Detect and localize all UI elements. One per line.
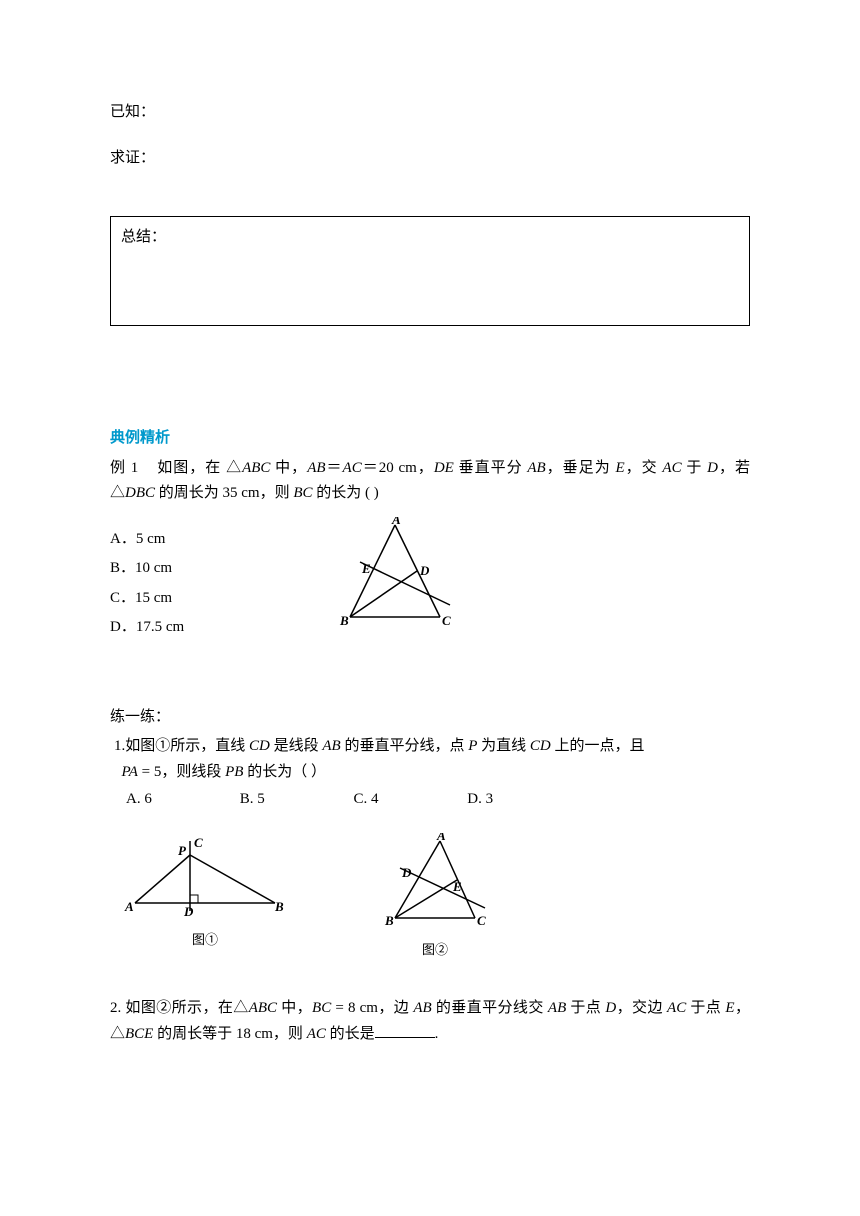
svg-text:B: B	[274, 899, 284, 914]
text-pb: PB	[225, 764, 243, 780]
text: = 8 cm，边	[331, 1000, 413, 1016]
example1-text: 例 1 如图，在 △ABC 中，AB＝AC＝20 cm，DE 垂直平分 AB，垂…	[110, 456, 750, 507]
q1-option-d: D. 3	[467, 787, 577, 813]
practice-diagram1: C P A D B 图①	[120, 833, 290, 962]
svg-text:E: E	[452, 879, 462, 894]
diagram2-label: 图②	[370, 939, 500, 961]
example1-diagram: A B C D E	[320, 517, 750, 632]
label-e: E	[361, 561, 371, 576]
q1-option-c: C. 4	[354, 787, 464, 813]
text: 如图②所示，在△	[121, 1000, 248, 1016]
option-b: B．10 cm	[110, 556, 320, 582]
text: ，交	[625, 460, 663, 476]
option-c: C．15 cm	[110, 586, 320, 612]
example1-row: A．5 cm B．10 cm C．15 cm D．17.5 cm A B C D…	[110, 517, 750, 645]
text: 如图，在 △	[157, 460, 242, 476]
text: 的周长为 35 cm，则	[155, 485, 293, 501]
text: ，垂足为	[546, 460, 616, 476]
label-c: C	[442, 613, 451, 628]
text: 是线段	[270, 738, 323, 754]
svg-text:C: C	[477, 913, 486, 928]
text: 的周长等于 18 cm，则	[153, 1026, 306, 1042]
text: ＝	[326, 460, 343, 476]
text-ab: AB	[322, 738, 340, 754]
text-d: D	[605, 1000, 616, 1016]
example1-prefix: 例 1	[110, 460, 138, 476]
practice-title: 练一练：	[110, 705, 750, 731]
text-ac2: AC	[662, 460, 681, 476]
summary-label: 总结：	[121, 229, 166, 245]
text-dbc: DBC	[125, 485, 155, 501]
text-ab: AB	[413, 1000, 431, 1016]
text-cd: CD	[249, 738, 270, 754]
summary-box: 总结：	[110, 216, 750, 326]
text-ac: AC	[343, 460, 362, 476]
svg-text:D: D	[183, 904, 194, 918]
text-d: D	[707, 460, 718, 476]
section-title: 典例精析	[110, 426, 750, 452]
text: 如图①所示，直线	[125, 738, 249, 754]
text-e: E	[725, 1000, 734, 1016]
blank-fill	[375, 1024, 435, 1038]
text-cd2: CD	[530, 738, 551, 754]
example1-options: A．5 cm B．10 cm C．15 cm D．17.5 cm	[110, 517, 320, 645]
text: 于点	[566, 1000, 605, 1016]
text-bc: BC	[293, 485, 312, 501]
text: 的垂直平分线，点	[341, 738, 469, 754]
option-d: D．17.5 cm	[110, 615, 320, 641]
q1-option-b: B. 5	[240, 787, 350, 813]
text: 于点	[686, 1000, 725, 1016]
label-d: D	[419, 563, 430, 578]
q2-prefix: 2.	[110, 1000, 121, 1016]
text-ac: AC	[667, 1000, 686, 1016]
label-b: B	[339, 613, 349, 628]
svg-text:A: A	[436, 833, 446, 843]
q1-options: A. 6 B. 5 C. 4 D. 3	[110, 787, 750, 813]
practice-q2: 2. 如图②所示，在△ABC 中，BC = 8 cm，边 AB 的垂直平分线交 …	[110, 996, 750, 1047]
text-p: P	[468, 738, 477, 754]
svg-text:A: A	[124, 899, 134, 914]
text-bce: BCE	[125, 1026, 153, 1042]
text: = 5，则线段	[138, 764, 225, 780]
text: ＝20 cm，	[362, 460, 434, 476]
text: 为直线	[477, 738, 530, 754]
text-bc: BC	[312, 1000, 331, 1016]
label-a: A	[391, 517, 401, 527]
text: .	[435, 1026, 439, 1042]
text-ac2: AC	[307, 1026, 326, 1042]
text-abc: ABC	[249, 1000, 277, 1016]
text-ab2: AB	[527, 460, 545, 476]
text: 的长为 ( )	[313, 485, 379, 501]
svg-text:P: P	[178, 843, 187, 858]
text-ab2: AB	[548, 1000, 566, 1016]
q1-prefix: 1.	[114, 738, 125, 754]
text-pa: PA	[122, 764, 138, 780]
practice-diagram2: A B C D E 图②	[370, 833, 500, 962]
text-e: E	[615, 460, 624, 476]
diagram1-label: 图①	[120, 929, 290, 951]
text: 中，	[270, 460, 307, 476]
option-a: A．5 cm	[110, 527, 320, 553]
q1-option-a: A. 6	[126, 787, 236, 813]
text: 于	[682, 460, 708, 476]
text: 中，	[277, 1000, 312, 1016]
text: 的垂直平分线交	[432, 1000, 548, 1016]
practice-q1: 1.如图①所示，直线 CD 是线段 AB 的垂直平分线，点 P 为直线 CD 上…	[110, 734, 750, 785]
prove-label: 求证：	[110, 146, 750, 172]
text-ab: AB	[307, 460, 325, 476]
svg-text:B: B	[384, 913, 394, 928]
text: 的长为（ ）	[243, 764, 326, 780]
svg-text:D: D	[401, 865, 412, 880]
text: ，交边	[616, 1000, 667, 1016]
text: 上的一点，且	[551, 738, 645, 754]
text-de: DE	[434, 460, 454, 476]
diagram-pair: C P A D B 图① A B C D E 图②	[110, 833, 750, 962]
text: 的长是	[326, 1026, 375, 1042]
text-abc: ABC	[242, 460, 270, 476]
text: 垂直平分	[454, 460, 528, 476]
given-label: 已知：	[110, 100, 750, 126]
svg-text:C: C	[194, 835, 203, 850]
